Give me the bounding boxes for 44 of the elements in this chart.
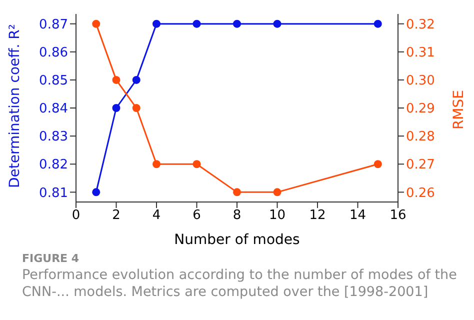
x-tick-label: 6 [192,208,201,224]
y2-tick-label: 0.32 [406,17,435,32]
y-tick-label: 0.83 [39,130,68,145]
point [112,76,120,84]
x-tick-label: 2 [112,208,120,224]
point [233,188,241,196]
y-tick-label: 0.84 [39,102,68,117]
point [152,160,160,168]
y-tick-label: 0.81 [39,186,68,201]
point [192,160,201,168]
point [92,20,100,28]
y2-axis-title: RMSE [450,90,467,130]
point [112,104,120,112]
x-tick-label: 0 [72,208,80,224]
x-tick-label: 10 [268,208,286,224]
point [192,20,201,28]
y-tick-label: 0.85 [39,74,68,89]
y2-tick-label: 0.28 [406,130,435,145]
point [374,160,382,168]
x-tick-label: 14 [349,208,366,224]
x-axis-title: Number of modes [174,232,300,248]
y-tick-label: 0.87 [39,17,68,32]
text: Performance evolution according to the number of modes of the CNN-... models. Metrics are computed over the [1998-2001] [22,267,458,301]
y2-tick-label: 0.30 [406,74,435,89]
y-tick-label: 0.86 [39,45,68,60]
point [374,20,382,28]
y2-tick-label: 0.26 [406,186,435,201]
y-axis-title: Determination coeff. R² [6,24,23,188]
point [233,20,241,28]
x-tick-label: 8 [232,208,242,224]
point [92,188,100,196]
x-tick-label: 16 [390,208,406,224]
y2-tick-label: 0.31 [406,45,435,60]
x-tick-label: 4 [152,208,161,224]
point [132,104,140,112]
point [152,20,160,28]
point [273,188,282,196]
y2-tick-label: 0.29 [406,102,435,117]
x-tick-label: 12 [309,208,326,224]
caption: FIGURE 4 [22,252,80,265]
point [132,76,140,84]
y-tick-label: 0.82 [39,158,68,173]
y2-tick-label: 0.27 [406,158,435,173]
point [273,20,282,28]
